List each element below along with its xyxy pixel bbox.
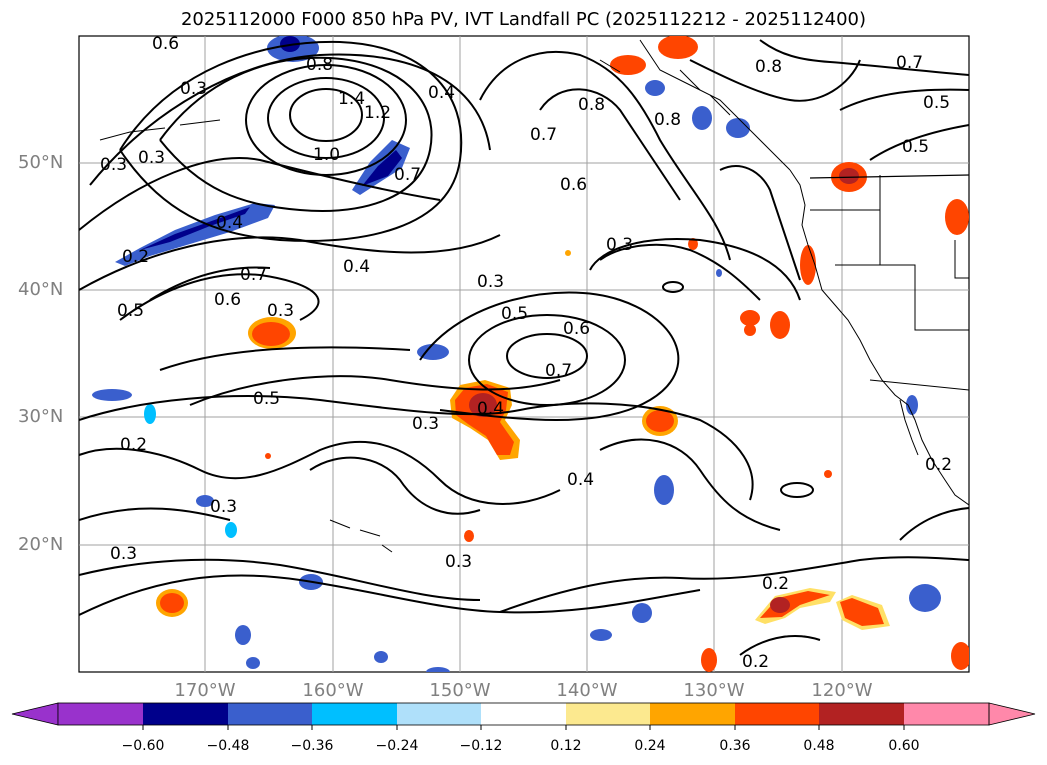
contour-label: 0.2 [122,247,149,267]
contour-labels: 0.6 0.3 0.8 1.4 1.2 0.4 1.0 0.7 0.3 0.3 … [100,34,952,672]
positive-ivt-areas [156,36,969,672]
contour-label: 0.3 [100,155,127,175]
contour-label: 0.3 [477,272,504,292]
colorbar-tick-label: 0.24 [634,738,666,754]
contour-label: 0.4 [477,399,504,419]
colorbar-tick-label: 0.48 [803,738,835,754]
contour-label: 0.4 [216,213,243,233]
contour-label: 0.8 [755,57,782,77]
coastlines [99,39,969,553]
contour-label: 0.2 [925,455,952,475]
colorbar-tick-label: −0.24 [375,738,419,754]
contour-label: 0.3 [412,414,439,434]
map-title: 2025112000 F000 850 hPa PV, IVT Landfall… [180,9,867,30]
colorbar-tick-label: −0.36 [290,738,334,754]
colorbar-tick-label: −0.12 [459,738,503,754]
lon-label: 170°W [174,680,236,701]
contour-label: 0.5 [902,137,929,157]
contour-label: 0.8 [654,110,681,130]
colorbar-tick-label: −0.60 [121,738,165,754]
contour-label: 0.8 [578,95,605,115]
contour-label: 0.3 [210,497,237,517]
contour-label: 0.3 [445,552,472,572]
contour-label: 0.3 [180,79,207,99]
contour-label: 0.2 [742,652,769,672]
lat-label: 40°N [18,279,64,300]
contour-label: 0.7 [530,125,557,145]
contour-label: 0.3 [606,235,633,255]
contour-label: 1.2 [364,103,391,123]
contour-label: 1.0 [313,145,340,165]
contour-label: 0.7 [240,265,267,285]
contour-label: 0.6 [214,290,241,310]
lon-label: 130°W [683,680,745,701]
pv-contours [79,39,969,656]
contour-label: 0.5 [117,301,144,321]
contour-label: 0.6 [560,175,587,195]
colorbar [11,702,1036,730]
colorbar-tick-label: −0.48 [206,738,250,754]
lat-label: 50°N [18,152,64,173]
colorbar-extend-min [11,702,59,726]
contour-label: 0.4 [428,83,455,103]
colorbar-tick-label: 0.36 [719,738,751,754]
contour-label: 0.5 [253,389,280,409]
contour-label: 0.4 [567,470,594,490]
contour-label: 0.5 [923,93,950,113]
contour-label: 0.4 [343,257,370,277]
contour-label: 0.8 [306,55,333,75]
lat-label: 20°N [18,534,64,555]
lon-label: 160°W [302,680,364,701]
contour-label: 0.5 [501,304,528,324]
contour-label: 0.6 [152,34,179,54]
contour-label: 0.3 [138,148,165,168]
contour-label: 0.3 [110,544,137,564]
contour-label: 0.6 [563,319,590,339]
lon-label: 140°W [556,680,618,701]
colorbar-tick-label: 0.60 [888,738,920,754]
lon-label: 150°W [429,680,491,701]
colorbar-extend-max [988,702,1036,726]
contour-label: 0.2 [120,435,147,455]
lat-label: 30°N [18,406,64,427]
contour-label: 0.7 [545,361,572,381]
contour-label: 0.2 [762,574,789,594]
contour-label: 0.3 [267,301,294,321]
colorbar-tick-label: 0.12 [550,738,582,754]
contour-label: 0.7 [394,165,421,185]
contour-label: 1.4 [338,89,365,109]
contour-label: 0.7 [896,53,923,73]
lon-label: 120°W [811,680,873,701]
